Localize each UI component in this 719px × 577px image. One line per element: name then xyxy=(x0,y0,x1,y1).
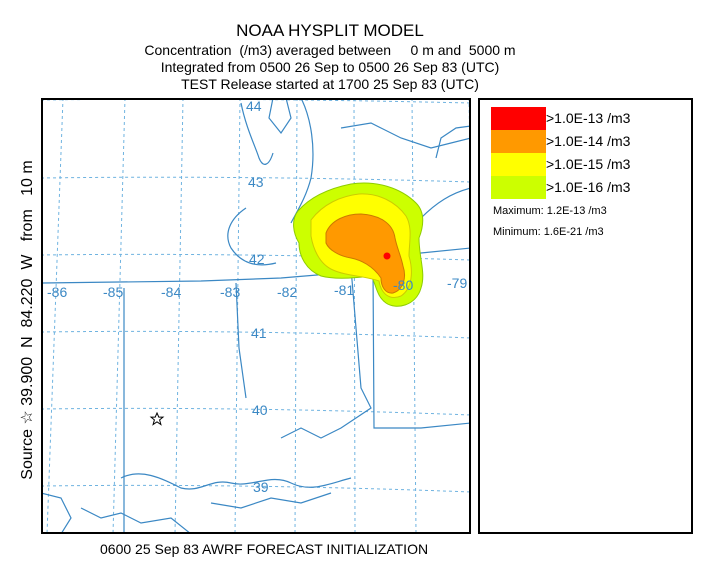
subtitle-line-1: Concentration (/m3) averaged between 0 m… xyxy=(144,42,516,58)
forecast-footer: 0600 25 Sep 83 AWRF FORECAST INITIALIZAT… xyxy=(100,541,429,557)
peak-marker xyxy=(383,252,391,260)
lon-label: -84 xyxy=(161,284,181,300)
legend-label: >1.0E-15 /m3 xyxy=(546,156,631,172)
legend-swatch xyxy=(491,176,546,199)
source-location-label: Source ☆ 39.900 N 84.220 W from 10 m xyxy=(19,160,36,480)
concentration-plume xyxy=(293,182,424,307)
legend-swatch xyxy=(491,107,546,130)
lat-label: 43 xyxy=(248,174,264,190)
lon-label: -83 xyxy=(220,284,240,300)
lat-label: 41 xyxy=(251,325,267,341)
legend-label: >1.0E-16 /m3 xyxy=(546,179,631,195)
gridlines xyxy=(43,100,469,532)
subtitle-line-2: Integrated from 0500 26 Sep to 0500 26 S… xyxy=(160,59,500,75)
lon-label: -80 xyxy=(393,277,413,293)
lon-label: -85 xyxy=(103,284,123,300)
legend-label: >1.0E-13 /m3 xyxy=(546,110,631,126)
concentration-legend: >1.0E-13 /m3 >1.0E-14 /m3 >1.0E-15 /m3 >… xyxy=(478,98,693,534)
lon-label: -86 xyxy=(47,284,67,300)
lon-label: -82 xyxy=(277,284,297,300)
lat-label: 39 xyxy=(253,479,269,495)
lat-label: 42 xyxy=(249,251,265,267)
legend-swatch xyxy=(491,153,546,176)
lon-label: -79 xyxy=(447,275,467,291)
map-title: NOAA HYSPLIT MODEL xyxy=(236,21,424,40)
minimum-value: Minimum: 1.6E-21 /m3 xyxy=(493,226,604,238)
lat-label: 44 xyxy=(246,98,262,114)
lat-label: 40 xyxy=(252,402,268,418)
legend-swatch xyxy=(491,130,546,153)
concentration-map: 44 43 42 41 40 39 -86 -85 -84 -83 -82 -8… xyxy=(41,98,471,534)
lon-label: -81 xyxy=(334,282,354,298)
maximum-value: Maximum: 1.2E-13 /m3 xyxy=(493,205,607,217)
contour-1e-14 xyxy=(325,213,406,294)
star-icon xyxy=(149,411,165,426)
legend-label: >1.0E-14 /m3 xyxy=(546,133,631,149)
subtitle-line-3: TEST Release started at 1700 25 Sep 83 (… xyxy=(181,76,479,92)
